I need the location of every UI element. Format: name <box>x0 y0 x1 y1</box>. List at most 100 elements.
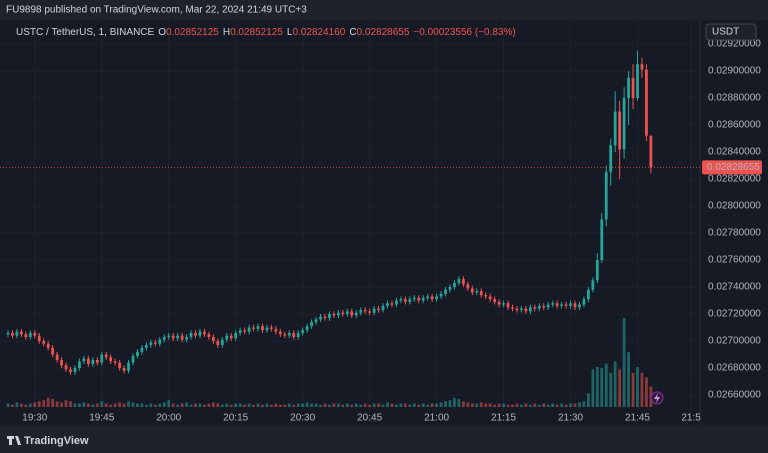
volume-bar <box>11 404 14 407</box>
volume-bar <box>506 404 510 407</box>
candle-body <box>198 331 202 336</box>
volume-bar <box>564 404 568 407</box>
y-tick-label: 0.02780000 <box>708 228 761 239</box>
candle-body <box>448 287 452 290</box>
volume-bar <box>537 404 541 407</box>
volume-bar <box>595 367 599 407</box>
candle-body <box>185 336 188 340</box>
x-tick-label: 21:45 <box>625 413 650 424</box>
candle-body <box>283 334 287 336</box>
y-tick-label: 0.02820000 <box>708 174 761 185</box>
candle-body <box>484 295 488 297</box>
volume-bar <box>252 404 255 407</box>
volume-bar <box>28 403 32 407</box>
volume-bar <box>368 404 372 407</box>
ohlc-value: 0.02852125 <box>230 27 283 38</box>
candle-body <box>220 339 224 346</box>
volume-bar <box>573 403 577 407</box>
candle-body <box>247 327 251 332</box>
candle-body <box>296 332 300 337</box>
candle-body <box>256 326 260 329</box>
candle-body <box>636 64 639 99</box>
candle-body <box>64 365 68 370</box>
candle-body <box>412 297 416 300</box>
candle-body <box>69 369 72 373</box>
volume-bar <box>95 403 99 407</box>
y-tick-label: 0.02840000 <box>708 147 761 158</box>
candle-body <box>158 339 162 344</box>
x-tick-label: 21:5 <box>681 413 701 424</box>
y-tick-label: 0.02920000 <box>708 39 761 50</box>
volume-bar <box>582 401 586 407</box>
volume-bar <box>229 404 233 407</box>
volume-bar <box>631 372 635 407</box>
candle-body <box>511 307 514 309</box>
volume-bar <box>609 372 613 407</box>
volume-bar <box>145 404 148 407</box>
candle-body <box>149 342 153 346</box>
volume-bar <box>149 403 153 407</box>
candle-body <box>461 278 465 285</box>
volume-bar <box>278 404 282 407</box>
y-tick-label: 0.02660000 <box>708 390 761 401</box>
candle-body <box>301 330 305 333</box>
logo-mark <box>7 436 21 445</box>
x-tick-label: 20:15 <box>223 413 248 424</box>
candle-body <box>211 336 215 342</box>
candle-body <box>502 303 505 305</box>
volume-bar <box>528 404 532 407</box>
volume-bar <box>100 401 104 407</box>
candle-body <box>243 330 247 332</box>
volume-bar <box>140 403 144 407</box>
candle-body <box>176 335 180 339</box>
candle-body <box>60 359 63 366</box>
volume-bar <box>484 403 488 407</box>
symbol-title: USTC / TetherUS, 1, BINANCE <box>16 27 155 38</box>
y-tick-label: 0.02700000 <box>708 336 761 347</box>
candle-body <box>162 336 166 340</box>
candle-body <box>42 341 46 344</box>
candle-body <box>86 358 90 364</box>
currency[interactable]: USDT <box>712 27 739 38</box>
volume-bar <box>453 397 456 407</box>
footer-brand: TradingView <box>24 435 89 447</box>
candle-body <box>439 293 443 297</box>
volume-bar <box>55 401 59 407</box>
candle-body <box>341 312 345 315</box>
volume-bar <box>305 402 309 407</box>
candle-body <box>328 314 331 319</box>
volume-bar <box>408 404 412 407</box>
candle-body <box>453 282 456 288</box>
candle-body <box>493 299 497 302</box>
volume-bar <box>488 403 492 407</box>
candle-body <box>274 328 278 332</box>
currency-box[interactable] <box>705 23 757 41</box>
candle-body <box>104 354 108 358</box>
volume-bar <box>542 403 546 407</box>
candle-body <box>528 307 532 312</box>
volume-bar <box>136 403 139 407</box>
candle-body <box>520 308 523 310</box>
candle-body <box>426 296 430 298</box>
candle-body <box>564 304 568 306</box>
candle-body <box>555 303 559 306</box>
volume-bar <box>86 403 90 407</box>
volume-bar <box>46 397 50 407</box>
volume-bar <box>33 402 37 407</box>
candle-body <box>11 332 14 336</box>
candle-body <box>207 334 211 337</box>
volume-bar <box>82 402 86 407</box>
volume-bar <box>417 404 421 407</box>
volume-bar <box>234 403 238 407</box>
candle-body <box>622 98 626 150</box>
volume-bar <box>167 400 171 407</box>
volume-bar <box>555 404 559 407</box>
candle-body <box>55 354 59 360</box>
volume-bar <box>332 403 336 407</box>
volume-bar <box>461 401 465 407</box>
volume-bar <box>37 401 41 407</box>
volume-bar <box>336 403 340 407</box>
volume-bar <box>162 402 166 407</box>
volume-bar <box>403 403 407 407</box>
candle-body <box>533 307 537 309</box>
